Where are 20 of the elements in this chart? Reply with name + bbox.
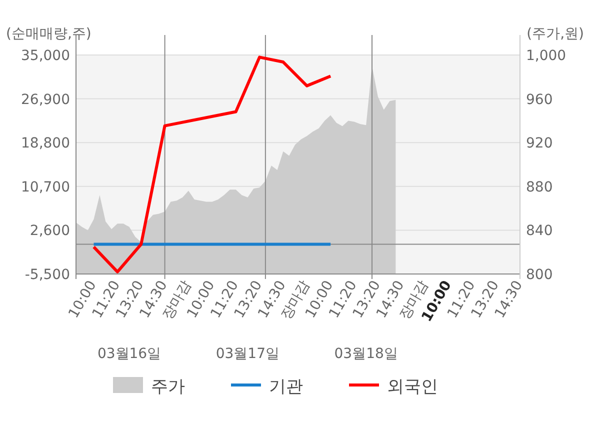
y-tick-label: -5,500	[24, 267, 70, 283]
y2-tick-label: 920	[526, 136, 553, 152]
y-tick-label: 35,000	[21, 48, 70, 64]
text: 03월18일	[334, 346, 398, 362]
legend-label: 외국인	[387, 377, 438, 397]
y2-tick-label: 880	[526, 179, 553, 196]
y2-tick-label: 960	[526, 92, 553, 108]
y-tick-label: 18,800	[21, 136, 70, 152]
y2-tick-label: 1,000	[526, 48, 566, 64]
y2-tick-label: 840	[526, 223, 553, 240]
y-tick-label: 10,700	[21, 179, 70, 196]
y-tick-label: 2,600	[30, 223, 70, 240]
legend-label: 주가	[151, 377, 185, 397]
legend-label: 기관	[269, 377, 303, 397]
y-axis-title: (순매매량,주)	[6, 26, 92, 42]
text: 03월17일	[216, 346, 280, 362]
text: 03월16일	[97, 346, 162, 362]
y2-axis-title: (주가,원)	[526, 26, 584, 42]
y-tick-label: 26,900	[21, 92, 70, 108]
y2-tick-label: 800	[526, 267, 553, 283]
